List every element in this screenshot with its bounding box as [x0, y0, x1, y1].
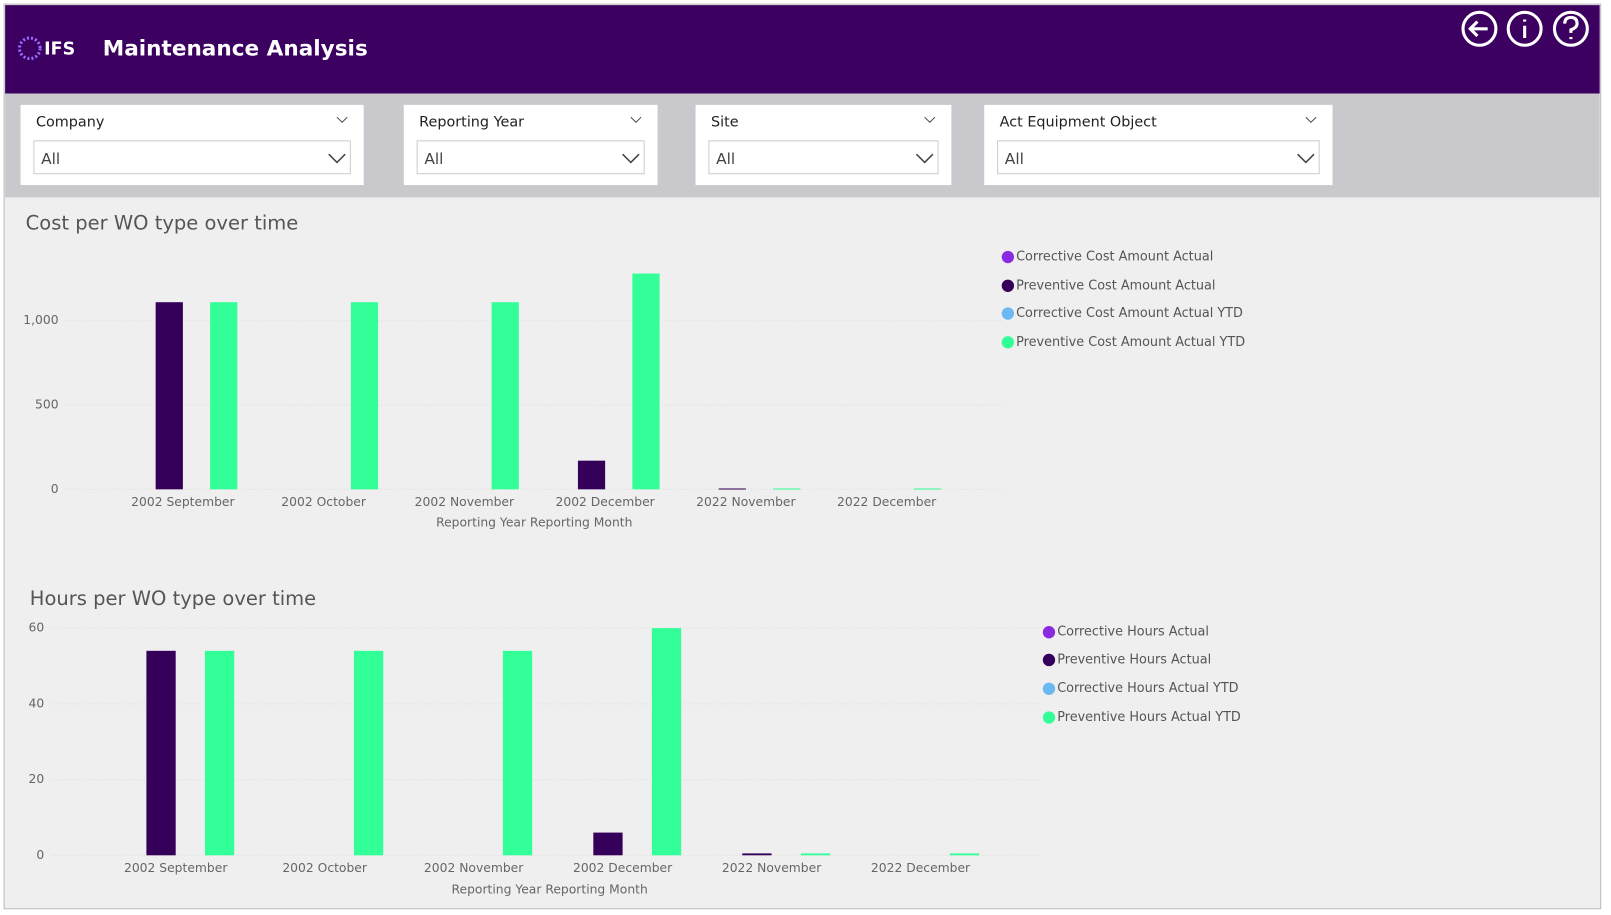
dropdown-value: All	[41, 150, 60, 168]
legend-marker	[1001, 336, 1015, 349]
legend-marker	[1001, 250, 1015, 264]
y-tick-label: 0	[36, 848, 44, 862]
logo-text: IFS	[44, 39, 75, 59]
dropdown[interactable]	[33, 140, 351, 175]
x-tick-label: 2002 November	[424, 861, 524, 875]
bar	[577, 460, 606, 490]
legend-marker	[1042, 626, 1056, 639]
chart-title: Cost per WO type over time	[26, 212, 299, 235]
x-tick-label: 2002 November	[415, 495, 515, 509]
bar	[718, 488, 746, 490]
legend-label: Corrective Cost Amount Actual YTD	[1016, 306, 1243, 321]
bar	[210, 302, 238, 490]
bar	[651, 628, 682, 856]
x-tick-label: 2022 November	[696, 495, 796, 509]
info-button[interactable]	[1506, 10, 1543, 47]
legend-marker	[1042, 682, 1056, 695]
y-tick-label: 20	[28, 772, 44, 786]
x-tick-label: 2002 October	[282, 861, 368, 875]
collapse-icon[interactable]	[1305, 116, 1317, 124]
x-axis-label: Reporting Year Reporting Month	[452, 883, 648, 897]
x-tick-label: 2002 October	[281, 495, 367, 509]
x-tick-label: 2022 December	[871, 861, 971, 875]
bar	[155, 302, 183, 490]
bar	[593, 832, 623, 856]
x-tick-label: 2002 December	[556, 495, 656, 509]
back-icon	[1468, 20, 1488, 38]
x-tick-label: 2002 September	[124, 861, 228, 875]
bar	[502, 650, 533, 856]
dropdown-value: All	[1005, 150, 1024, 168]
legend-label: Preventive Cost Amount Actual	[1016, 278, 1215, 293]
dropdown[interactable]	[997, 140, 1320, 175]
dropdown-value: All	[716, 150, 735, 168]
bar	[632, 273, 660, 490]
x-tick-label: 2022 December	[837, 495, 937, 509]
x-tick-label: 2002 September	[131, 495, 235, 509]
chart-title: Hours per WO type over time	[30, 587, 316, 610]
bar	[353, 650, 384, 856]
bar	[742, 853, 772, 856]
dropdown-arrow	[622, 153, 640, 164]
filter-label: Site	[711, 114, 739, 130]
x-axis-label: Reporting Year Reporting Month	[436, 516, 632, 530]
collapse-icon[interactable]	[630, 116, 642, 124]
dropdown-arrow	[1297, 153, 1315, 164]
help-icon	[1563, 15, 1579, 40]
filters: Company All Reporting Year All Site All Act Eq…	[20, 104, 1333, 186]
y-tick-label: 500	[35, 398, 59, 412]
legend-marker	[1042, 711, 1056, 724]
filter-label: Act Equipment Object	[1000, 114, 1157, 130]
legend-label: Corrective Cost Amount Actual	[1016, 249, 1213, 264]
legend-label: Preventive Hours Actual YTD	[1057, 710, 1241, 725]
bar	[913, 488, 942, 490]
bar	[800, 853, 831, 856]
charts: Cost per WO type over time 0 500 1,000 2002 …	[23, 212, 1245, 897]
bar	[949, 853, 980, 856]
bar	[146, 650, 176, 856]
page-title: Maintenance Analysis	[103, 36, 368, 61]
legend-marker	[1001, 279, 1015, 292]
filter-label: Reporting Year	[419, 114, 524, 130]
y-tick-label: 1,000	[23, 313, 58, 327]
filter-label: Company	[36, 114, 105, 130]
legend-label: Corrective Hours Actual	[1057, 625, 1209, 640]
bar	[350, 302, 379, 490]
bar	[491, 302, 519, 490]
collapse-icon[interactable]	[924, 116, 936, 124]
legend-label: Preventive Cost Amount Actual YTD	[1016, 335, 1245, 350]
y-tick-label: 0	[51, 482, 59, 496]
dropdown-arrow	[328, 153, 346, 164]
y-tick-label: 60	[28, 621, 44, 635]
legend-marker	[1042, 653, 1056, 667]
bar	[204, 650, 235, 856]
dropdown[interactable]	[708, 140, 939, 175]
bar	[773, 488, 801, 490]
header-bar	[5, 5, 1600, 94]
back-button[interactable]	[1461, 10, 1498, 47]
y-tick-label: 40	[28, 696, 44, 710]
legend-label: Corrective Hours Actual YTD	[1057, 681, 1238, 696]
legend-label: Preventive Hours Actual	[1057, 652, 1211, 667]
dropdown-arrow	[915, 153, 934, 164]
dropdown-value: All	[424, 150, 443, 168]
x-tick-label: 2022 November	[722, 861, 822, 875]
collapse-icon[interactable]	[336, 116, 348, 124]
dropdown[interactable]	[416, 140, 645, 175]
legend-marker	[1001, 307, 1015, 320]
x-tick-label: 2002 December	[573, 861, 673, 875]
help-button[interactable]	[1552, 10, 1589, 47]
